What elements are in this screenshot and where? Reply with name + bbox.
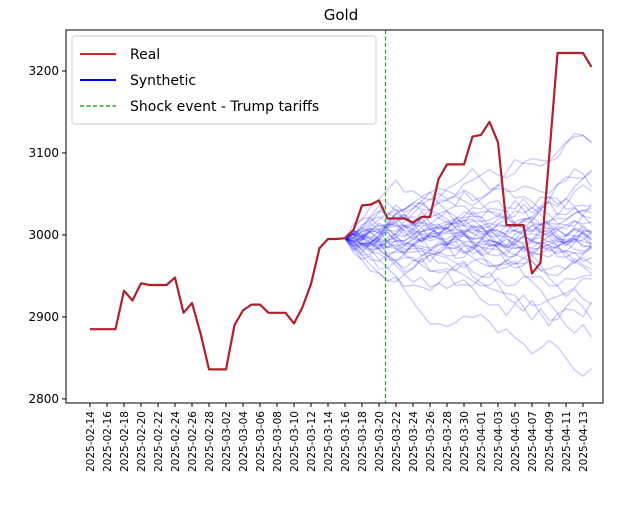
x-tick-label: 2025-03-14 — [323, 411, 335, 472]
y-tick-label: 3200 — [28, 64, 59, 78]
x-tick-label: 2025-03-24 — [408, 411, 420, 472]
x-tick-label: 2025-03-16 — [340, 411, 352, 472]
x-tick-label: 2025-03-08 — [272, 411, 284, 472]
x-tick-label: 2025-03-26 — [425, 411, 437, 472]
x-tick-label: 2025-03-02 — [221, 411, 233, 472]
y-tick-label: 2900 — [28, 310, 59, 324]
x-tick-label: 2025-04-09 — [544, 411, 556, 472]
y-tick-label: 3100 — [28, 146, 59, 160]
y-tick-label: 2800 — [28, 392, 59, 406]
x-tick-label: 2025-02-20 — [136, 411, 148, 472]
x-tick-label: 2025-03-10 — [289, 411, 301, 472]
x-tick-label: 2025-03-22 — [391, 411, 403, 472]
x-tick-label: 2025-02-24 — [170, 411, 182, 472]
synthetic-line — [344, 218, 592, 258]
synthetic-line — [344, 206, 592, 248]
x-tick-label: 2025-03-20 — [374, 411, 386, 472]
x-tick-label: 2025-02-22 — [153, 411, 165, 472]
x-tick-label: 2025-04-03 — [493, 411, 505, 472]
x-tick-label: 2025-03-06 — [255, 411, 267, 472]
legend-label: Synthetic — [130, 73, 196, 89]
x-axis: 2025-02-14 2025-02-16 2025-02-18 2025-02-20… — [85, 403, 590, 472]
synthetic-line — [344, 132, 592, 239]
synthetic-line — [344, 209, 592, 248]
x-tick-label: 2025-03-18 — [357, 411, 369, 472]
legend: Real Synthetic Shock event - Trump tariffs — [71, 35, 377, 125]
x-tick-label: 2025-03-04 — [238, 411, 250, 472]
synthetic-line — [344, 237, 592, 306]
synthetic-line — [344, 202, 592, 253]
x-tick-label: 2025-04-01 — [476, 411, 488, 472]
x-tick-label: 2025-04-05 — [510, 411, 522, 472]
real-line — [90, 51, 593, 371]
x-tick-label: 2025-03-30 — [459, 411, 471, 472]
chart-title: Gold — [324, 6, 359, 24]
plot-frame — [65, 29, 604, 404]
legend-label: Real — [130, 47, 160, 63]
synthetic-line — [344, 227, 592, 262]
y-axis: 2800 2900 3000 3100 3200 — [28, 64, 66, 406]
synthetic-line — [344, 214, 592, 241]
y-tick-label: 3000 — [28, 228, 59, 242]
synthetic-line — [344, 189, 592, 239]
x-tick-label: 2025-04-11 — [561, 411, 573, 472]
legend-box — [71, 35, 377, 125]
legend-label: Shock event - Trump tariffs — [130, 99, 319, 115]
synthetic-line — [344, 217, 593, 257]
real-line-group — [90, 51, 593, 371]
synthetic-line — [344, 207, 593, 252]
x-tick-label: 2025-02-18 — [119, 411, 131, 472]
x-tick-label: 2025-02-14 — [85, 411, 97, 472]
x-tick-label: 2025-03-28 — [442, 411, 454, 472]
x-tick-label: 2025-02-28 — [204, 411, 216, 472]
synthetic-line — [344, 220, 592, 269]
synthetic-line — [344, 237, 592, 277]
x-tick-label: 2025-02-16 — [102, 411, 114, 472]
x-tick-label: 2025-04-07 — [527, 411, 539, 472]
x-tick-label: 2025-03-12 — [306, 411, 318, 472]
x-tick-label: 2025-04-13 — [578, 411, 590, 472]
synthetic-line — [344, 167, 592, 255]
x-tick-label: 2025-02-26 — [187, 411, 199, 472]
